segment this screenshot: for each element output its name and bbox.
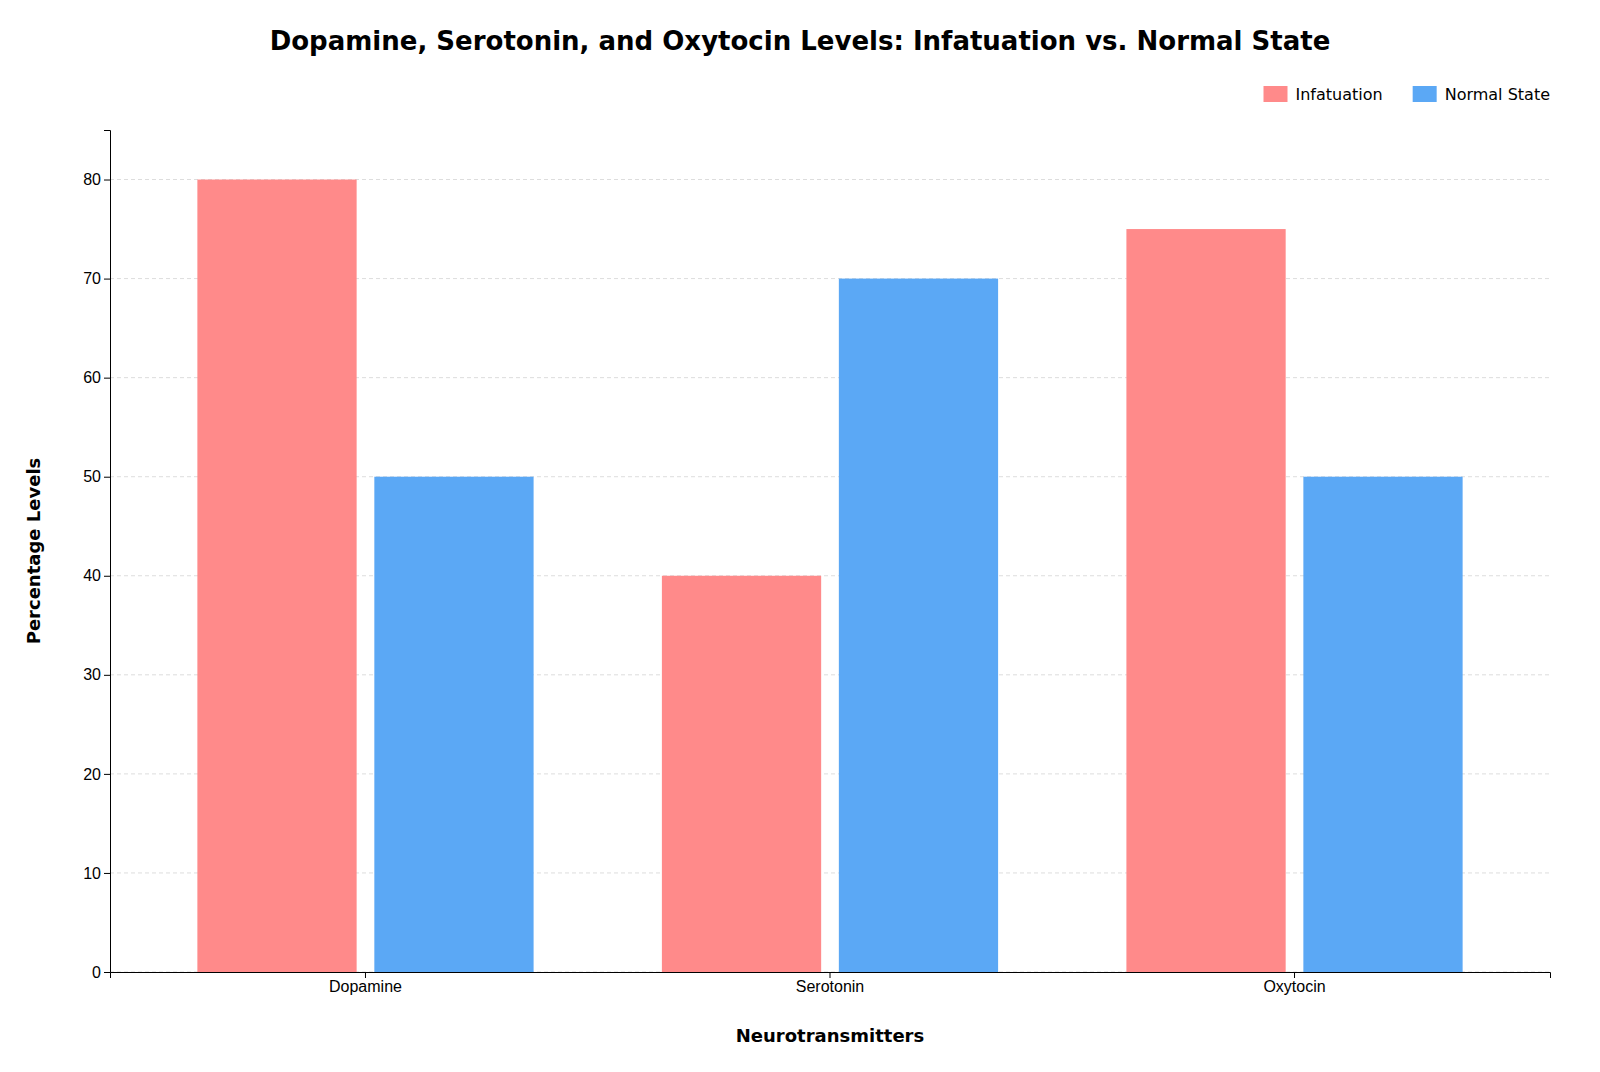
y-tick: 70 (83, 270, 110, 287)
bar (662, 576, 821, 972)
y-tick: 80 (83, 171, 110, 188)
bar (1303, 477, 1462, 972)
legend-item: Infatuation (1264, 85, 1383, 104)
legend-swatch (1264, 86, 1288, 102)
y-tick-mark (104, 972, 110, 973)
y-tick-label: 10 (83, 865, 101, 882)
y-tick-label: 40 (83, 567, 101, 584)
x-tick-label: Oxytocin (1263, 978, 1325, 995)
bar (197, 180, 356, 972)
y-tick-label: 60 (83, 369, 101, 386)
y-tick-mark (104, 180, 110, 181)
legend-label: Normal State (1445, 85, 1550, 104)
y-tick: 0 (92, 964, 110, 981)
y-tick-label: 80 (83, 171, 101, 188)
y-tick-label: 70 (83, 270, 101, 287)
y-axis: 0 10 20 30 40 50 60 70 80 (83, 131, 110, 981)
y-tick: 30 (83, 666, 110, 683)
legend-swatch (1413, 86, 1437, 102)
y-tick-label: 50 (83, 468, 101, 485)
y-tick-mark (104, 774, 110, 775)
y-tick-label: 0 (92, 964, 101, 981)
x-axis: Dopamine Serotonin Oxytocin (111, 972, 1551, 995)
bar (839, 279, 998, 972)
y-tick: 10 (83, 865, 110, 882)
chart: 0 10 20 30 40 50 60 70 80 Dopamine Serotonin Oxytoc… (0, 0, 1600, 1072)
y-tick-label: 20 (83, 766, 101, 783)
y-tick-mark (104, 378, 110, 379)
y-tick: 40 (83, 567, 110, 584)
legend-label: Infatuation (1296, 85, 1383, 104)
y-tick: 60 (83, 369, 110, 386)
bar (374, 477, 533, 972)
plot: 0 10 20 30 40 50 60 70 80 Dopamine Serotonin Oxytoc… (83, 131, 1550, 996)
y-tick-mark (104, 873, 110, 874)
y-tick-label: 30 (83, 666, 101, 683)
bar (1126, 229, 1285, 972)
x-tick: Oxytocin (1263, 972, 1325, 995)
y-tick-mark (104, 576, 110, 577)
grid (110, 180, 1550, 972)
legend-item: Normal State (1413, 85, 1550, 104)
x-tick: Dopamine (329, 972, 402, 995)
y-axis-line (104, 131, 111, 973)
x-tick-label: Dopamine (329, 978, 402, 995)
x-tick-mark (1294, 972, 1295, 978)
x-tick: Serotonin (796, 972, 865, 995)
legend: Infatuation Normal State (1264, 85, 1551, 104)
y-tick: 20 (83, 766, 110, 783)
x-axis-line (111, 973, 1551, 979)
x-tick-mark (830, 972, 831, 978)
bar-series (197, 180, 1285, 972)
y-tick: 50 (83, 468, 110, 485)
x-tick-label: Serotonin (796, 978, 865, 995)
x-axis-label: Neurotransmitters (736, 1025, 924, 1046)
title: Dopamine, Serotonin, and Oxytocin Levels… (270, 26, 1331, 56)
y-tick-mark (104, 279, 110, 280)
bars (197, 180, 1462, 972)
bar-series (374, 279, 1462, 972)
y-tick-mark (104, 675, 110, 676)
y-axis-label: Percentage Levels (23, 458, 44, 645)
x-tick-mark (365, 972, 366, 978)
y-tick-mark (104, 477, 110, 478)
